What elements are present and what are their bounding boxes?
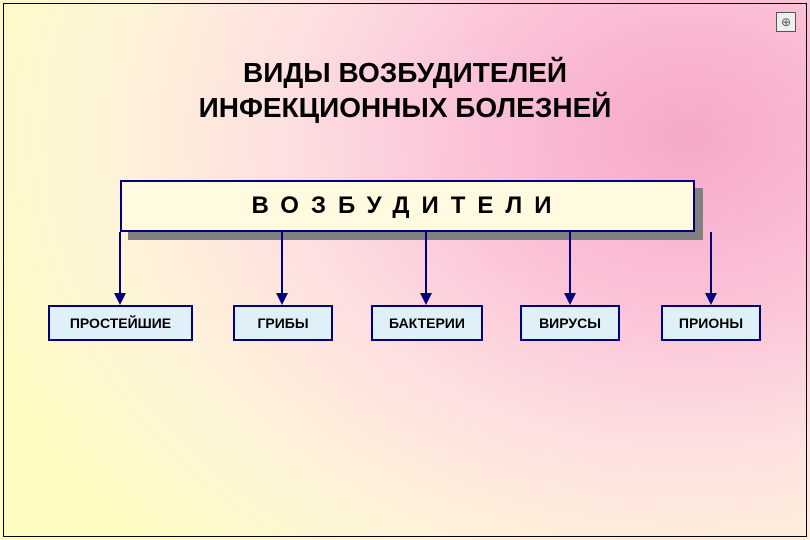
child-box: ПРОСТЕЙШИЕ	[48, 305, 193, 341]
arrow-head-icon	[420, 293, 432, 305]
arrow-line	[569, 232, 571, 295]
child-box: ВИРУСЫ	[520, 305, 620, 341]
title-line-1: ВИДЫ ВОЗБУДИТЕЛЕЙ	[243, 57, 567, 88]
arrow-head-icon	[276, 293, 288, 305]
slide-title: ВИДЫ ВОЗБУДИТЕЛЕЙ ИНФЕКЦИОННЫХ БОЛЕЗНЕЙ	[0, 55, 810, 125]
arrow-head-icon	[564, 293, 576, 305]
child-box: ПРИОНЫ	[661, 305, 761, 341]
arrow-line	[119, 232, 121, 295]
arrow-line	[710, 232, 712, 295]
arrow-line	[281, 232, 283, 295]
main-box: ВОЗБУДИТЕЛИ	[120, 180, 695, 232]
arrow-head-icon	[705, 293, 717, 305]
child-box: БАКТЕРИИ	[371, 305, 483, 341]
arrow-line	[425, 232, 427, 295]
child-box: ГРИБЫ	[233, 305, 333, 341]
corner-icon: ⊕	[776, 12, 796, 32]
arrow-head-icon	[114, 293, 126, 305]
title-line-2: ИНФЕКЦИОННЫХ БОЛЕЗНЕЙ	[199, 92, 612, 123]
